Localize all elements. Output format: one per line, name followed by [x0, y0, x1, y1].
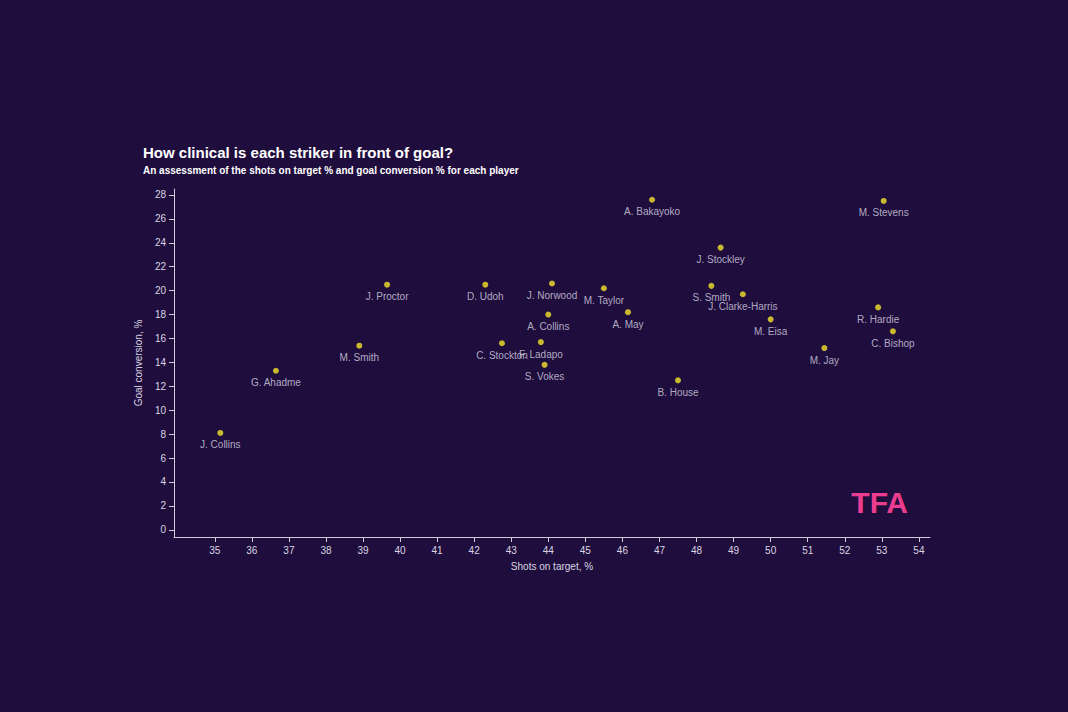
- svg-text:18: 18: [155, 309, 167, 320]
- svg-text:16: 16: [155, 333, 167, 344]
- svg-text:J. Proctor: J. Proctor: [366, 291, 409, 302]
- svg-text:53: 53: [876, 545, 888, 556]
- svg-text:40: 40: [394, 545, 406, 556]
- svg-text:0: 0: [160, 524, 166, 535]
- svg-text:M. Eisa: M. Eisa: [754, 326, 788, 337]
- svg-text:M. Taylor: M. Taylor: [584, 295, 625, 306]
- svg-text:52: 52: [839, 545, 851, 556]
- svg-text:49: 49: [728, 545, 740, 556]
- svg-text:38: 38: [320, 545, 332, 556]
- svg-text:2: 2: [160, 500, 166, 511]
- svg-text:8: 8: [160, 429, 166, 440]
- svg-text:41: 41: [432, 545, 444, 556]
- svg-text:10: 10: [155, 405, 167, 416]
- svg-text:14: 14: [155, 357, 167, 368]
- svg-text:36: 36: [246, 545, 258, 556]
- svg-text:M. Smith: M. Smith: [340, 352, 379, 363]
- svg-text:M. Stevens: M. Stevens: [859, 207, 909, 218]
- svg-text:43: 43: [506, 545, 518, 556]
- svg-text:A. Collins: A. Collins: [527, 321, 569, 332]
- svg-text:Goal conversion, %: Goal conversion, %: [133, 320, 144, 407]
- svg-text:54: 54: [913, 545, 925, 556]
- svg-text:37: 37: [283, 545, 295, 556]
- svg-text:47: 47: [654, 545, 666, 556]
- svg-text:22: 22: [155, 261, 167, 272]
- svg-text:6: 6: [160, 453, 166, 464]
- svg-text:39: 39: [357, 545, 369, 556]
- svg-text:20: 20: [155, 285, 167, 296]
- svg-text:44: 44: [543, 545, 555, 556]
- svg-text:J. Collins: J. Collins: [200, 439, 241, 450]
- svg-text:How clinical is each striker i: How clinical is each striker in front of…: [143, 144, 453, 161]
- svg-text:S. Vokes: S. Vokes: [525, 371, 564, 382]
- svg-text:C. Bishop: C. Bishop: [871, 338, 915, 349]
- svg-text:An assessment of the shots on: An assessment of the shots on target % a…: [143, 165, 519, 176]
- svg-text:J. Stockley: J. Stockley: [696, 254, 744, 265]
- svg-text:51: 51: [802, 545, 814, 556]
- svg-text:12: 12: [155, 381, 167, 392]
- svg-text:S. Smith: S. Smith: [692, 292, 731, 304]
- svg-text:A. Bakayoko: A. Bakayoko: [624, 206, 681, 217]
- svg-text:G. Ahadme: G. Ahadme: [251, 377, 301, 388]
- svg-text:A. May: A. May: [612, 319, 643, 330]
- svg-text:42: 42: [469, 545, 481, 556]
- svg-text:46: 46: [617, 545, 629, 556]
- svg-text:M. Jay: M. Jay: [810, 355, 839, 366]
- svg-text:R. Hardie: R. Hardie: [857, 314, 900, 325]
- svg-text:35: 35: [209, 545, 221, 556]
- svg-text:Shots on target, %: Shots on target, %: [511, 561, 593, 572]
- svg-text:24: 24: [155, 237, 167, 248]
- svg-text:4: 4: [160, 476, 166, 487]
- svg-text:B. House: B. House: [657, 387, 699, 398]
- svg-text:45: 45: [580, 545, 592, 556]
- svg-text:TFA: TFA: [851, 486, 908, 519]
- svg-text:C. Stockton: C. Stockton: [476, 349, 528, 361]
- svg-text:48: 48: [691, 545, 703, 556]
- svg-text:J. Norwood: J. Norwood: [527, 290, 578, 301]
- svg-text:50: 50: [765, 545, 777, 556]
- svg-text:J. Clarke-Harris: J. Clarke-Harris: [708, 301, 777, 312]
- svg-text:28: 28: [155, 189, 167, 200]
- svg-text:D. Udoh: D. Udoh: [467, 291, 504, 302]
- svg-text:F. Ladapo: F. Ladapo: [519, 349, 563, 360]
- svg-text:26: 26: [155, 213, 167, 224]
